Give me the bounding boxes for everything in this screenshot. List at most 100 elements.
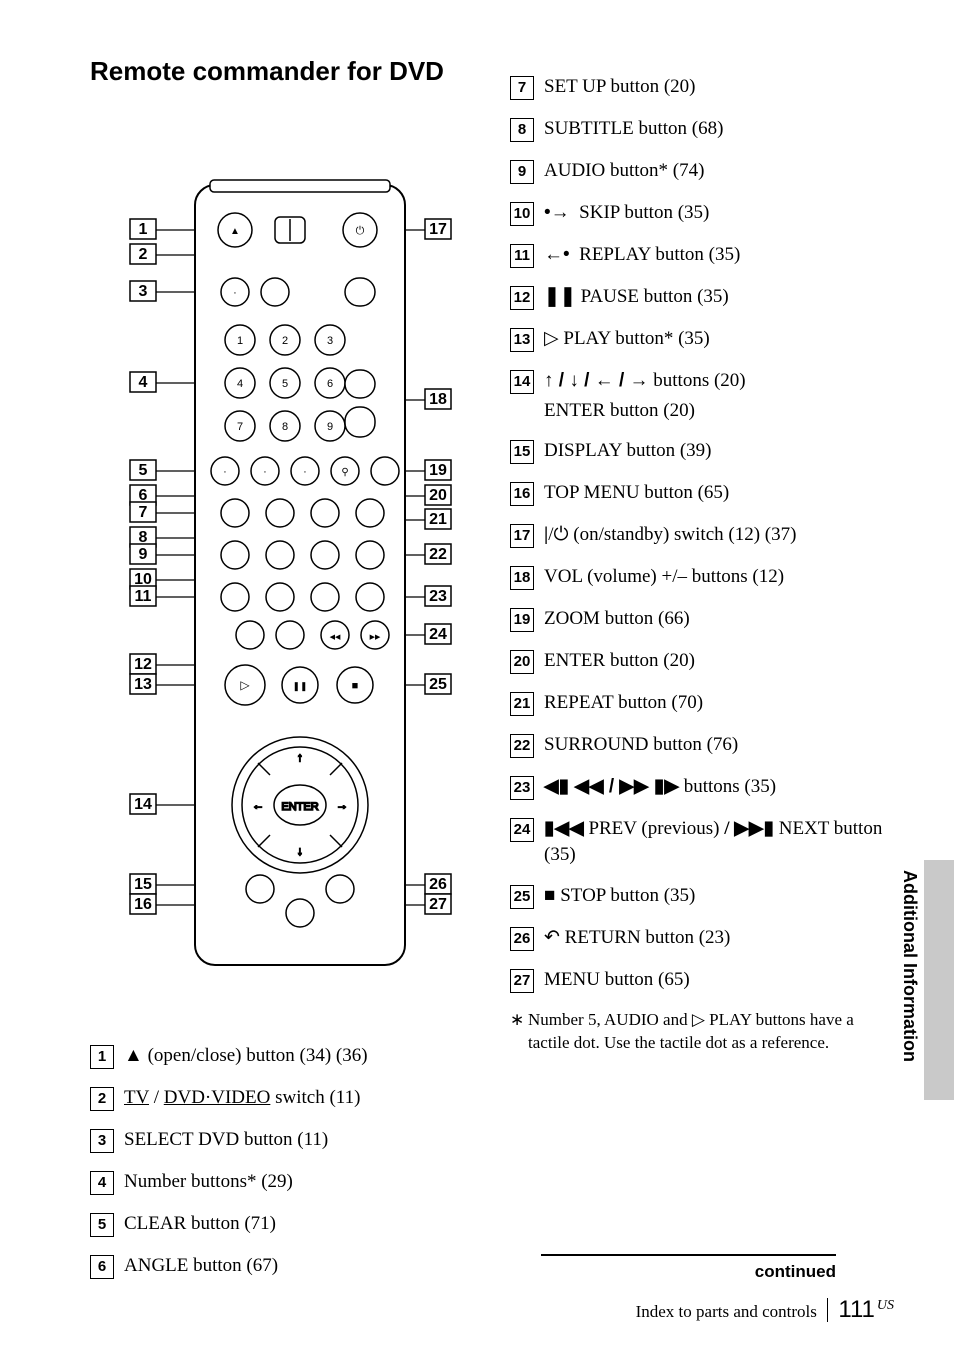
legend-text: •→ SKIP button (35): [544, 200, 709, 226]
svg-text:13: 13: [134, 676, 152, 693]
legend-item: 26↶ RETURN button (23): [510, 925, 894, 951]
svg-text:6: 6: [327, 378, 333, 390]
legend-text: SUBTITLE button (68): [544, 116, 723, 142]
legend-number: 24: [510, 818, 534, 842]
footnote-text: Number 5, AUDIO and ▷ PLAY buttons have …: [528, 1009, 894, 1055]
legend-item: 7 SET UP button (20): [510, 74, 894, 100]
svg-text:−: −: [356, 377, 364, 392]
legend-left: 1▲ (open/close) button (34) (36)2TV / DV…: [90, 1043, 490, 1279]
legend-text: ←• REPLAY button (35): [544, 242, 740, 268]
legend-number: 9: [510, 160, 534, 184]
left-column: Remote commander for DVD 123456789101112…: [90, 56, 490, 1295]
section-title: Remote commander for DVD: [90, 56, 490, 87]
legend-item: 18VOL (volume) +/– buttons (12): [510, 564, 894, 590]
legend-number: 26: [510, 927, 534, 951]
svg-text:·: ·: [223, 466, 227, 478]
legend-item: 5CLEAR button (71): [90, 1211, 490, 1237]
manual-page: Remote commander for DVD 123456789101112…: [0, 0, 954, 1352]
two-column-layout: Remote commander for DVD 123456789101112…: [90, 56, 894, 1295]
svg-text:5: 5: [139, 462, 148, 479]
legend-text: ❚❚ PAUSE button (35): [544, 284, 729, 310]
legend-number: 13: [510, 328, 534, 352]
svg-text:▷: ▷: [240, 678, 250, 692]
legend-item: 13▷ PLAY button* (35): [510, 326, 894, 352]
legend-text: SURROUND button (76): [544, 732, 738, 758]
footer-rule: [541, 1254, 836, 1256]
svg-text:▶▶: ▶▶: [370, 634, 381, 641]
legend-text: AUDIO button* (74): [544, 158, 704, 184]
page-footer: Index to parts and controls 111 US: [636, 1293, 894, 1324]
svg-text:+: +: [357, 416, 364, 430]
svg-text:ENTER: ENTER: [281, 801, 318, 813]
legend-number: 20: [510, 650, 534, 674]
legend-text: SET UP button (20): [544, 74, 695, 100]
legend-number: 10: [510, 202, 534, 226]
svg-text:·: ·: [233, 287, 237, 299]
legend-number: 17: [510, 524, 534, 548]
svg-text:7: 7: [237, 421, 243, 433]
legend-text: DISPLAY button (39): [544, 438, 712, 464]
legend-number: 4: [90, 1171, 114, 1195]
legend-text: ANGLE button (67): [124, 1253, 278, 1279]
legend-item: 1▲ (open/close) button (34) (36): [90, 1043, 490, 1069]
page-number: 111: [838, 1296, 874, 1324]
legend-text: ◀▮ ◀◀ / ▶▶ ▮▶ buttons (35): [544, 774, 776, 800]
svg-text:▲: ▲: [230, 226, 240, 237]
svg-text:17: 17: [429, 221, 447, 238]
legend-number: 21: [510, 692, 534, 716]
footnote: ∗ Number 5, AUDIO and ▷ PLAY buttons hav…: [510, 1009, 894, 1055]
legend-text: ENTER button (20): [544, 648, 695, 674]
svg-text:2: 2: [282, 335, 288, 347]
legend-item: 9 AUDIO button* (74): [510, 158, 894, 184]
svg-text:15: 15: [134, 876, 152, 893]
legend-item: 27 MENU button (65): [510, 967, 894, 993]
legend-number: 5: [90, 1213, 114, 1237]
remote-svg: 12345678910111213141516 1718192021222324…: [90, 105, 490, 1005]
footer-divider: [827, 1298, 829, 1322]
svg-text:←: ←: [252, 798, 264, 812]
svg-text:↑: ↑: [297, 750, 303, 764]
legend-number: 22: [510, 734, 534, 758]
svg-text:4: 4: [139, 374, 148, 391]
legend-item: 10 •→ SKIP button (35): [510, 200, 894, 226]
legend-text: ZOOM button (66): [544, 606, 690, 632]
footer-section: Index to parts and controls: [636, 1302, 817, 1322]
legend-text: |/⏻ (on/standby) switch (12) (37): [544, 522, 796, 548]
legend-item: 17 |/⏻ (on/standby) switch (12) (37): [510, 522, 894, 548]
legend-number: 15: [510, 440, 534, 464]
legend-number: 11: [510, 244, 534, 268]
legend-item: 6ANGLE button (67): [90, 1253, 490, 1279]
legend-item: 11 ←• REPLAY button (35): [510, 242, 894, 268]
svg-text:+: +: [357, 285, 364, 299]
svg-text:23: 23: [429, 588, 447, 605]
svg-text:14: 14: [134, 796, 152, 813]
svg-text:3: 3: [327, 335, 333, 347]
svg-text:·: ·: [263, 466, 267, 478]
legend-number: 7: [510, 76, 534, 100]
legend-item: 8SUBTITLE button (68): [510, 116, 894, 142]
legend-text: MENU button (65): [544, 967, 690, 993]
svg-text:4: 4: [237, 378, 243, 390]
svg-text:7: 7: [139, 504, 148, 521]
svg-text:27: 27: [429, 896, 447, 913]
svg-text:19: 19: [429, 462, 447, 479]
right-column: 7 SET UP button (20) 8SUBTITLE button (68)…: [490, 56, 894, 1055]
legend-number: 2: [90, 1087, 114, 1111]
legend-item: 3SELECT DVD button (11): [90, 1127, 490, 1153]
legend-number: 27: [510, 969, 534, 993]
svg-text:⚲: ⚲: [341, 467, 348, 478]
legend-number: 23: [510, 776, 534, 800]
legend-number: 16: [510, 482, 534, 506]
legend-item: 22 SURROUND button (76): [510, 732, 894, 758]
legend-text: TOP MENU button (65): [544, 480, 729, 506]
svg-text:25: 25: [429, 676, 447, 693]
legend-item: 19ZOOM button (66): [510, 606, 894, 632]
legend-item: 15 DISPLAY button (39): [510, 438, 894, 464]
continued-label: continued: [755, 1262, 836, 1282]
svg-text:5: 5: [282, 378, 288, 390]
svg-text:→: →: [336, 798, 348, 812]
remote-diagram: 12345678910111213141516 1718192021222324…: [90, 105, 490, 1025]
legend-text: REPEAT button (70): [544, 690, 703, 716]
svg-text:↓: ↓: [297, 844, 303, 858]
legend-text: VOL (volume) +/– buttons (12): [544, 564, 784, 590]
